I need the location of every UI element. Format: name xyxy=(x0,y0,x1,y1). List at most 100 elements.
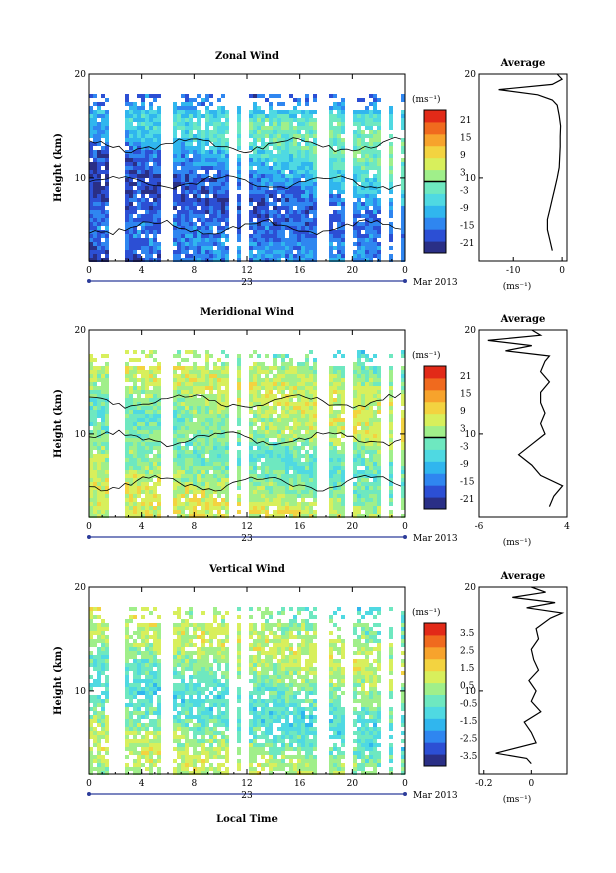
heatmap-cell xyxy=(365,434,369,438)
heatmap-cell xyxy=(101,711,105,715)
heatmap-cell xyxy=(277,434,281,438)
heatmap-cell xyxy=(217,466,221,470)
heatmap-cell xyxy=(177,390,181,394)
heatmap-cell xyxy=(205,114,209,118)
heatmap-cell xyxy=(337,402,341,406)
heatmap-cell xyxy=(205,110,209,114)
heatmap-cell xyxy=(277,246,281,250)
heatmap-cell xyxy=(361,214,365,218)
heatmap-cell xyxy=(197,370,201,374)
heatmap-cell xyxy=(193,506,197,510)
heatmap-cell xyxy=(189,506,193,510)
heatmap-cell xyxy=(197,118,201,122)
heatmap-cell xyxy=(177,214,181,218)
heatmap-cell xyxy=(189,102,193,106)
heatmap-cell xyxy=(89,398,93,402)
heatmap-cell xyxy=(329,142,333,146)
colorbar-tick-label: -3 xyxy=(460,186,469,196)
heatmap-cell xyxy=(377,170,381,174)
heatmap-cell xyxy=(125,254,129,258)
heatmap-cell xyxy=(97,410,101,414)
heatmap-cell xyxy=(361,246,365,250)
heatmap-cell xyxy=(237,418,241,422)
heatmap-cell xyxy=(305,254,309,258)
heatmap-cell xyxy=(261,198,265,202)
heatmap-cell xyxy=(149,486,153,490)
heatmap-cell xyxy=(209,438,213,442)
heatmap-cell xyxy=(309,178,313,182)
heatmap-cell xyxy=(265,118,269,122)
heatmap-cell xyxy=(149,675,153,679)
heatmap-cell xyxy=(101,659,105,663)
heatmap-cell xyxy=(285,370,289,374)
heatmap-cell xyxy=(305,414,309,418)
heatmap-cell xyxy=(153,114,157,118)
heatmap-cell xyxy=(89,238,93,242)
heatmap-cell xyxy=(373,174,377,178)
heatmap-cell xyxy=(237,354,241,358)
heatmap-cell xyxy=(153,627,157,631)
heatmap-cell xyxy=(261,434,265,438)
heatmap-cell xyxy=(333,510,337,514)
heatmap-cell xyxy=(261,194,265,198)
heatmap-cell xyxy=(337,490,341,494)
heatmap-cell xyxy=(293,146,297,150)
heatmap-cell xyxy=(89,370,93,374)
heatmap-cell xyxy=(157,414,161,418)
heatmap-cell xyxy=(373,178,377,182)
heatmap-cell xyxy=(217,394,221,398)
heatmap-cell xyxy=(185,246,189,250)
heatmap-cell xyxy=(237,246,241,250)
heatmap-cell xyxy=(253,110,257,114)
heatmap-cell xyxy=(133,763,137,767)
heatmap-cell xyxy=(125,430,129,434)
heatmap-cell xyxy=(209,386,213,390)
heatmap-cell xyxy=(149,442,153,446)
heatmap-cell xyxy=(365,426,369,430)
heatmap-cell xyxy=(181,418,185,422)
heatmap-cell xyxy=(257,446,261,450)
heatmap-cell xyxy=(125,258,129,262)
heatmap-cell xyxy=(357,206,361,210)
heatmap-cell xyxy=(357,414,361,418)
heatmap-cell xyxy=(205,230,209,234)
heatmap-cell xyxy=(129,182,133,186)
heatmap-cell xyxy=(201,246,205,250)
heatmap-cell xyxy=(193,414,197,418)
heatmap-cell xyxy=(289,514,293,518)
heatmap-cell xyxy=(205,410,209,414)
heatmap-cell xyxy=(305,502,309,506)
heatmap-cell xyxy=(293,506,297,510)
heatmap-cell xyxy=(177,422,181,426)
heatmap-cell xyxy=(89,94,93,98)
heatmap-cell xyxy=(137,683,141,687)
heatmap-cell xyxy=(93,482,97,486)
heatmap-cell xyxy=(377,202,381,206)
heatmap-cell xyxy=(285,446,289,450)
heatmap-cell xyxy=(337,130,341,134)
heatmap-cell xyxy=(225,114,229,118)
heatmap-cell xyxy=(249,458,253,462)
heatmap-cell xyxy=(289,250,293,254)
heatmap-cell xyxy=(309,222,313,226)
heatmap-cell xyxy=(373,382,377,386)
heatmap-cell xyxy=(357,258,361,262)
heatmap-cell xyxy=(365,502,369,506)
heatmap-cell xyxy=(341,390,345,394)
heatmap-cell xyxy=(225,190,229,194)
heatmap-cell xyxy=(189,134,193,138)
heatmap-cell xyxy=(209,130,213,134)
heatmap-cell xyxy=(189,258,193,262)
heatmap-cell xyxy=(137,246,141,250)
heatmap-cell xyxy=(141,398,145,402)
heatmap-cell xyxy=(305,246,309,250)
heatmap-cell xyxy=(257,218,261,222)
heatmap-cell xyxy=(237,222,241,226)
heatmap-cell xyxy=(129,146,133,150)
heatmap-cell xyxy=(89,114,93,118)
heatmap-cell xyxy=(145,386,149,390)
heatmap-cell xyxy=(341,354,345,358)
heatmap-cell xyxy=(149,182,153,186)
heatmap-cell xyxy=(269,502,273,506)
heatmap-cell xyxy=(333,474,337,478)
